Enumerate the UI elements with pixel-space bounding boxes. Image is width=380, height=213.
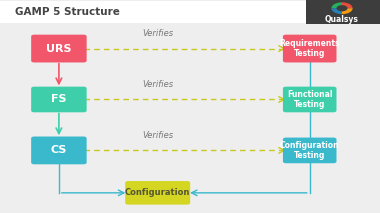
Circle shape: [336, 5, 348, 11]
Text: Functional
Testing: Functional Testing: [287, 90, 332, 109]
Text: CS: CS: [51, 145, 67, 155]
FancyBboxPatch shape: [283, 35, 337, 62]
Wedge shape: [342, 2, 353, 8]
FancyBboxPatch shape: [31, 137, 87, 164]
Text: Verifies: Verifies: [142, 131, 173, 140]
FancyBboxPatch shape: [31, 35, 87, 62]
Text: Requirements
Testing: Requirements Testing: [279, 39, 340, 58]
FancyBboxPatch shape: [0, 1, 380, 23]
Wedge shape: [342, 8, 353, 14]
Wedge shape: [331, 2, 342, 8]
Text: Configuration: Configuration: [125, 188, 190, 197]
Wedge shape: [331, 8, 342, 14]
FancyBboxPatch shape: [31, 87, 87, 112]
Text: Qualsys: Qualsys: [325, 15, 359, 24]
FancyBboxPatch shape: [125, 181, 190, 205]
Text: FS: FS: [51, 95, 66, 105]
Text: Configuration
Testing: Configuration Testing: [280, 141, 339, 160]
FancyBboxPatch shape: [283, 87, 337, 112]
FancyBboxPatch shape: [306, 0, 380, 24]
Text: GAMP 5 Structure: GAMP 5 Structure: [15, 7, 120, 17]
FancyBboxPatch shape: [283, 138, 337, 163]
Text: URS: URS: [46, 44, 72, 53]
Text: Verifies: Verifies: [142, 80, 173, 89]
Text: Verifies: Verifies: [142, 29, 173, 38]
